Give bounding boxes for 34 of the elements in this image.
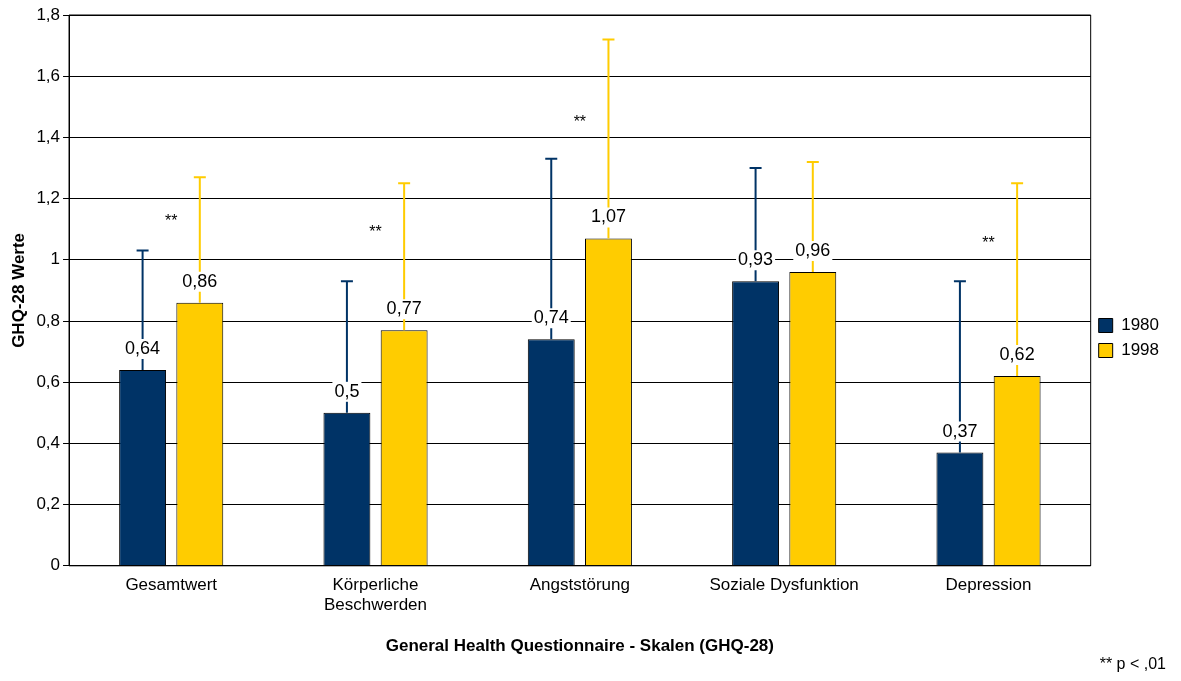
x-tick-label: Körperliche Beschwerden xyxy=(324,574,428,615)
y-tick-label: 0,6 xyxy=(36,371,61,391)
legend-label: 1980 xyxy=(1121,315,1160,335)
data-label: 0,74 xyxy=(533,307,569,328)
data-label: 0,62 xyxy=(999,344,1035,365)
y-tick-label: 1,8 xyxy=(36,4,61,24)
y-tick-label: 0 xyxy=(50,555,61,575)
x-tick-label: Gesamtwert xyxy=(125,574,218,594)
annotation: ** xyxy=(369,223,382,241)
x-tick-label: Angststörung xyxy=(529,574,630,594)
y-tick-label: 0,4 xyxy=(36,433,61,453)
x-tick-label: Depression xyxy=(945,574,1032,594)
data-label: 0,5 xyxy=(334,380,360,401)
data-label: 0,64 xyxy=(125,337,161,358)
y-tick-label: 1,6 xyxy=(36,65,61,85)
y-tick-label: 1,2 xyxy=(36,188,61,208)
data-label: 1,07 xyxy=(590,206,626,227)
y-tick-label: 0,2 xyxy=(36,494,61,514)
y-axis-title: GHQ-28 Werte xyxy=(8,232,28,348)
data-label: 0,96 xyxy=(795,240,831,261)
annotation: ** xyxy=(573,113,587,131)
data-label: 0,86 xyxy=(182,270,218,291)
annotation: ** xyxy=(982,234,995,252)
legend-label: 1998 xyxy=(1121,340,1160,360)
data-label: 0,77 xyxy=(386,298,422,319)
y-tick-label: 1 xyxy=(50,249,61,269)
annotation: ** xyxy=(164,212,178,230)
text: ** p < ,01 xyxy=(1099,655,1167,673)
x-axis-title: General Health Questionnaire - Skalen (GHQ-28) xyxy=(385,636,774,656)
y-tick-label: 0,8 xyxy=(36,310,61,330)
data-label: 0,93 xyxy=(738,249,774,270)
x-tick-label: Soziale Dysfunktion xyxy=(709,574,859,594)
data-label: 0,37 xyxy=(942,420,978,441)
y-tick-label: 1,4 xyxy=(36,127,61,147)
